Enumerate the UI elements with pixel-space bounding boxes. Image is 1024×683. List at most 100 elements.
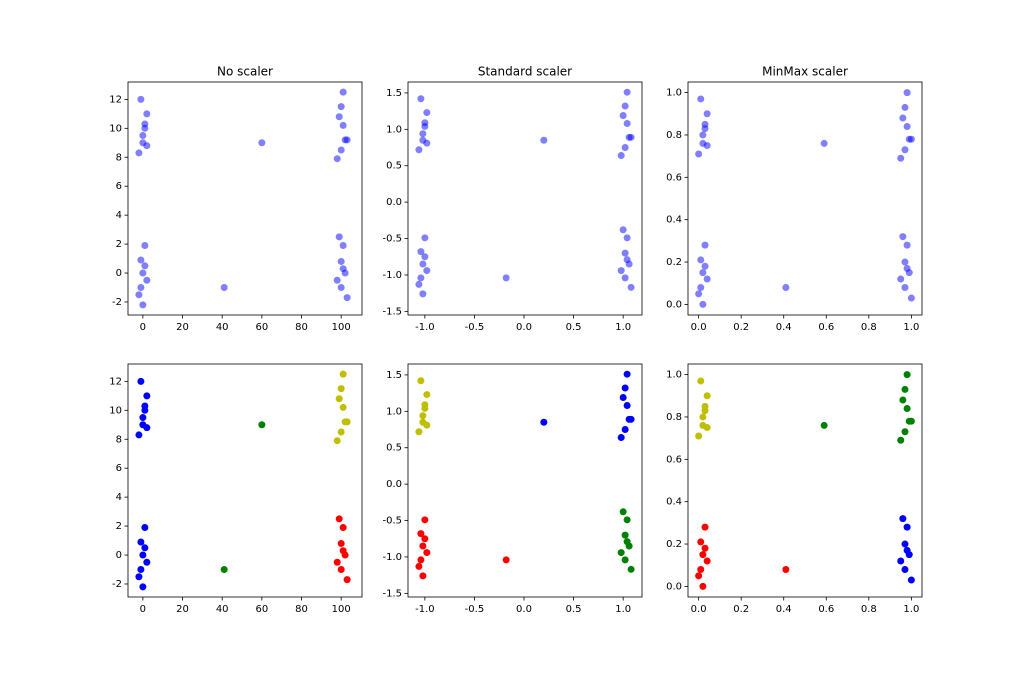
y-tick-label: 0.5: [386, 443, 402, 454]
point: [220, 284, 228, 292]
point: [621, 531, 629, 539]
point: [903, 122, 911, 130]
point: [220, 566, 228, 574]
y-tick-label: 0.4: [666, 497, 682, 508]
x-tick-label: 0.6: [818, 322, 834, 333]
point: [623, 256, 631, 264]
point: [258, 421, 266, 429]
point: [423, 109, 431, 117]
point: [417, 95, 425, 103]
x-tick-label: 0.0: [691, 322, 707, 333]
point: [333, 155, 341, 163]
point: [137, 538, 145, 546]
point: [901, 283, 909, 291]
point: [258, 139, 266, 147]
point: [703, 110, 711, 118]
point: [417, 556, 425, 564]
y-tick-label: -1.5: [382, 306, 402, 317]
point: [701, 241, 709, 249]
point: [137, 566, 145, 574]
point: [627, 565, 635, 573]
point: [337, 539, 345, 547]
point: [703, 424, 711, 432]
y-tick-label: 0.0: [386, 479, 402, 490]
point: [421, 234, 429, 242]
point: [619, 111, 627, 119]
point: [423, 549, 431, 557]
point: [141, 406, 149, 414]
point: [901, 540, 909, 548]
point: [617, 152, 625, 160]
y-tick-label: 12: [109, 376, 122, 387]
point: [903, 546, 911, 554]
x-tick-label: 0.8: [861, 604, 877, 615]
x-tick-label: 0: [140, 604, 146, 615]
point: [697, 283, 705, 291]
point: [903, 371, 911, 379]
point: [697, 256, 705, 264]
point: [699, 300, 707, 308]
point: [903, 89, 911, 97]
x-tick-label: 1.0: [615, 604, 631, 615]
point: [337, 284, 345, 292]
point: [623, 516, 631, 524]
x-tick-label: 60: [255, 322, 268, 333]
x-tick-label: 0.2: [733, 322, 749, 333]
point: [419, 542, 427, 550]
y-tick-label: 1.0: [666, 88, 682, 99]
point: [419, 130, 427, 138]
y-tick-label: -0.5: [382, 234, 402, 245]
point: [343, 418, 351, 426]
y-tick-label: 1.0: [386, 406, 402, 417]
x-tick-label: 0.8: [861, 322, 877, 333]
point: [701, 125, 709, 133]
point: [619, 393, 627, 401]
point: [141, 242, 149, 250]
axes-frame: [127, 81, 363, 316]
y-tick-label: 0: [116, 550, 122, 561]
point: [339, 88, 347, 96]
point: [339, 403, 347, 411]
x-tick-label: 20: [176, 604, 189, 615]
point: [695, 150, 703, 158]
y-tick-label: 0.0: [386, 197, 402, 208]
point: [901, 385, 909, 393]
point: [135, 431, 143, 439]
y-tick-label: 12: [109, 94, 122, 105]
x-tick-label: 0.5: [566, 604, 582, 615]
y-tick-label: 0.2: [666, 257, 682, 268]
y-tick-label: 0.4: [666, 215, 682, 226]
x-tick-label: 80: [295, 322, 308, 333]
point: [899, 114, 907, 122]
point: [502, 274, 510, 282]
point: [695, 432, 703, 440]
y-tick-label: -1.0: [382, 270, 402, 281]
point: [903, 264, 911, 272]
point: [419, 260, 427, 268]
x-tick-label: 0: [140, 322, 146, 333]
point: [335, 515, 343, 523]
point: [619, 226, 627, 234]
point: [907, 576, 915, 584]
point: [623, 88, 631, 96]
point: [907, 417, 915, 425]
point: [907, 294, 915, 302]
point: [701, 407, 709, 415]
point: [421, 253, 429, 261]
point: [901, 258, 909, 266]
point: [335, 395, 343, 403]
y-tick-label: 10: [109, 123, 122, 134]
x-tick-label: 0.0: [516, 322, 532, 333]
point: [621, 144, 629, 152]
y-tick-label: -2: [112, 579, 122, 590]
y-tick-label: 0.6: [666, 454, 682, 465]
point: [703, 275, 711, 283]
point: [617, 267, 625, 275]
point: [897, 557, 905, 565]
point: [621, 249, 629, 257]
point: [697, 95, 705, 103]
point: [137, 377, 145, 385]
y-tick-label: 2: [116, 521, 122, 532]
point: [627, 283, 635, 291]
